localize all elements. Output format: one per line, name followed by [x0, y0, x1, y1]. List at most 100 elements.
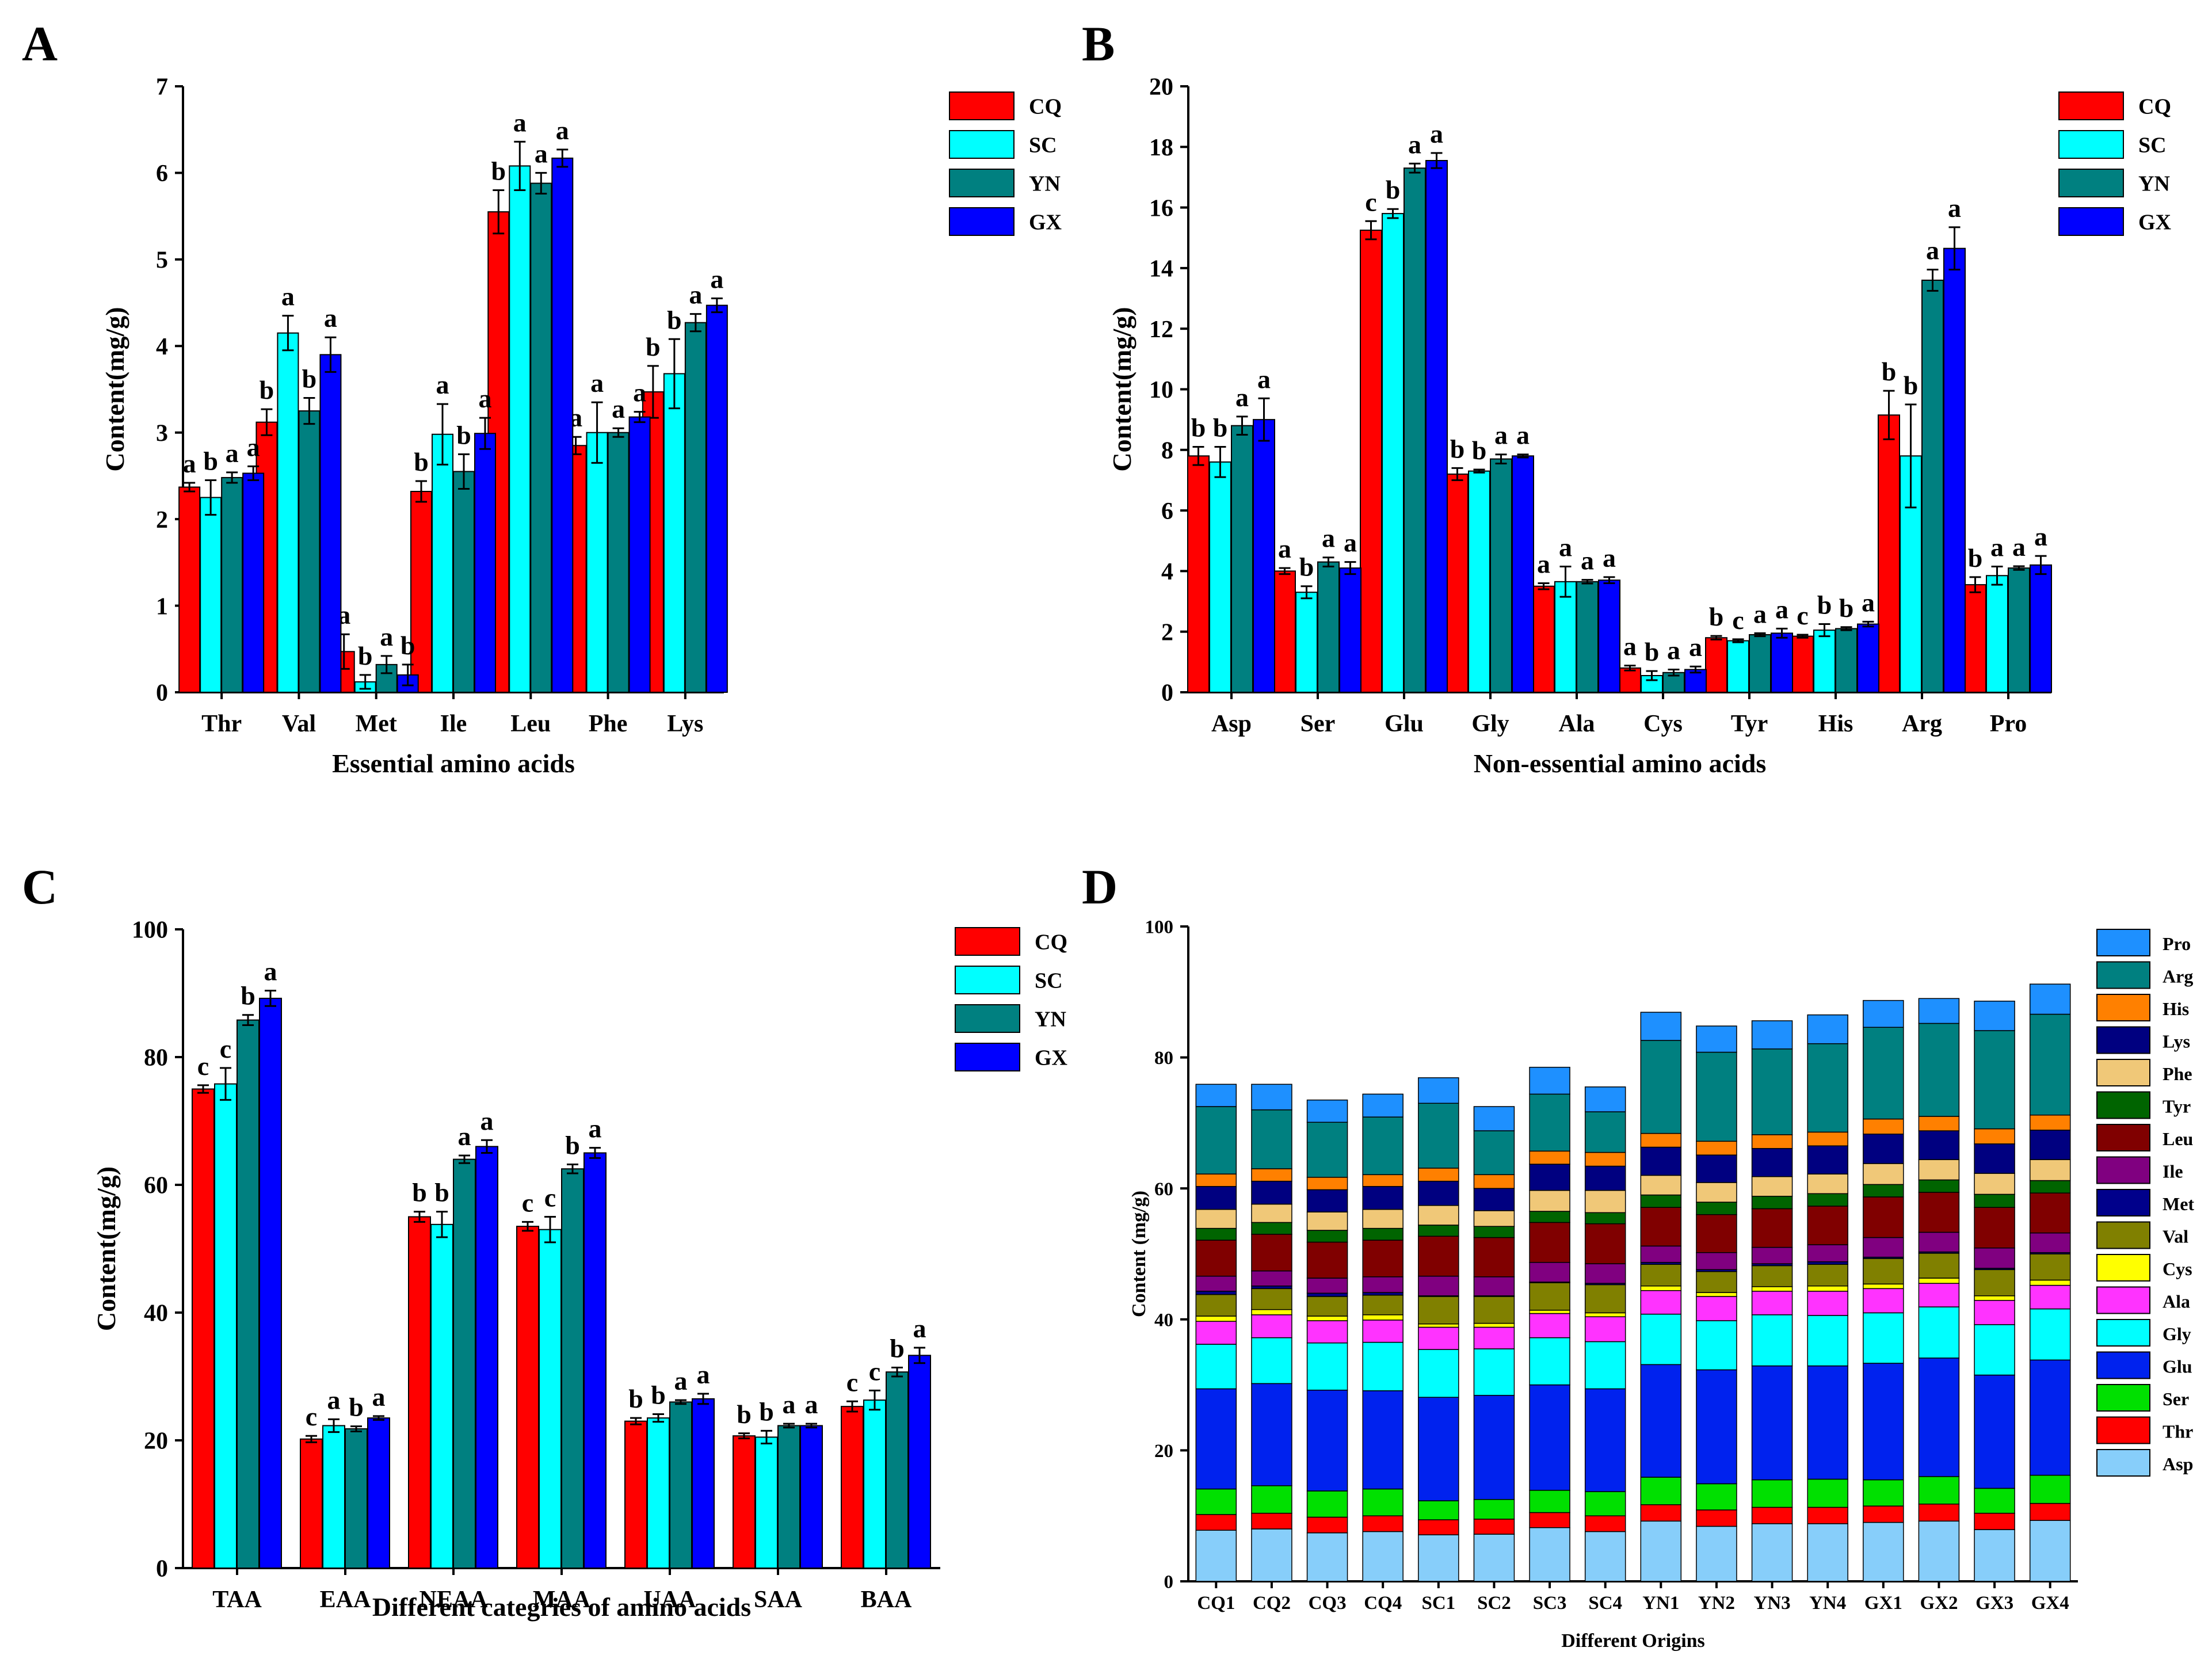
legend-swatch-gly [2096, 1319, 2150, 1347]
stack-segment-tyr [1473, 1226, 1515, 1238]
y-axis-title: Content(mg/g) [100, 307, 129, 471]
stack-segment-ala [1306, 1320, 1348, 1344]
stack-segment-thr [1974, 1512, 2015, 1530]
stack-segment-cys [1807, 1286, 1848, 1292]
stack-segment-leu [1751, 1208, 1793, 1248]
stack-segment-cys [1918, 1277, 1960, 1284]
significance-label: a [327, 1385, 341, 1414]
x-tick-label: Asp [1211, 711, 1252, 737]
significance-label: c [197, 1051, 209, 1081]
stack-segment-his [1251, 1168, 1292, 1182]
legend-swatch-his [2096, 994, 2150, 1021]
significance-label: a [1689, 632, 1702, 662]
stack-segment-thr [1362, 1515, 1404, 1532]
stack-segment-cys [1974, 1295, 2015, 1301]
stack-segment-asp [1251, 1528, 1292, 1582]
significance-label: a [479, 384, 492, 413]
significance-label: a [1344, 528, 1357, 558]
stack-segment-asp [1918, 1520, 1960, 1582]
x-tick-label: Lys [667, 711, 703, 737]
bar-cq [1878, 414, 1900, 693]
legend-swatch-sc [955, 966, 1020, 994]
legend-label-lys: Lys [2163, 1031, 2190, 1051]
stack-segment-ala [1473, 1326, 1515, 1349]
stack-segment-leu [1640, 1207, 1682, 1247]
stack-segment-ser [1473, 1499, 1515, 1520]
stack-segment-tyr [1362, 1227, 1404, 1241]
stack-segment-ala [1362, 1319, 1404, 1343]
stack-segment-cys [1863, 1283, 1904, 1290]
legend-swatch-cq [955, 927, 1020, 956]
y-tick-label: 5 [156, 247, 168, 274]
y-tick-label: 80 [1154, 1048, 1173, 1069]
significance-label: b [1904, 371, 1919, 400]
stack-segment-asp [2029, 1520, 2071, 1582]
significance-label: a [913, 1314, 926, 1343]
significance-label: a [247, 432, 260, 462]
x-tick-label: TAA [212, 1587, 262, 1613]
legend-swatch-gx [955, 1043, 1020, 1071]
y-axis-title: Content (mg/g) [1128, 1191, 1150, 1317]
stack-segment-ser [1362, 1488, 1404, 1516]
stack-segment-thr [1418, 1519, 1459, 1535]
stack-segment-asp [1584, 1531, 1626, 1582]
stack-segment-phe [1306, 1211, 1348, 1231]
stack-segment-ile [1974, 1248, 2015, 1269]
stack-segment-his [1751, 1134, 1793, 1149]
significance-label: a [324, 303, 337, 333]
y-axis-title: Content(mg/g) [1107, 307, 1136, 471]
stack-segment-his [1584, 1151, 1626, 1167]
stack-segment-ser [1696, 1483, 1737, 1511]
significance-label: b [203, 446, 218, 475]
stack-segment-ile [1195, 1275, 1237, 1292]
y-tick-label: 100 [1145, 917, 1174, 938]
legend-swatch-cys [2096, 1254, 2150, 1282]
significance-label: b [1817, 590, 1832, 620]
stack-segment-glu [1362, 1390, 1404, 1490]
stack-segment-leu [1195, 1240, 1237, 1277]
bar-cq [1964, 584, 1986, 693]
stack-segment-pro [1529, 1066, 1570, 1095]
stack-segment-arg [1251, 1109, 1292, 1169]
bar-yn [2008, 567, 2030, 693]
stack-segment-thr [1529, 1512, 1570, 1528]
panel-b: B 0 2 4 6 8 10 12 14 16 18 20 Asp Ser Glu Gly Ala Cys Tyr H… [1082, 16, 2171, 778]
stack-segment-arg [1584, 1111, 1626, 1153]
bar-yn [1576, 581, 1599, 693]
bar-cq [1532, 585, 1555, 693]
stack-segment-ser [1306, 1490, 1348, 1518]
stack-segment-ile [1807, 1244, 1848, 1263]
stack-segment-ala [1418, 1326, 1459, 1350]
bar-yn [886, 1371, 909, 1569]
stack-segment-thr [1251, 1512, 1292, 1530]
x-tick-label: EAA [320, 1587, 371, 1613]
stack-segment-ala [1251, 1314, 1292, 1338]
significance-label: a [1948, 193, 1961, 223]
significance-label: a [1623, 632, 1637, 661]
stack-segment-phe [1584, 1189, 1626, 1214]
stack-segment-tyr [1195, 1227, 1237, 1241]
stack-segment-leu [1529, 1222, 1570, 1263]
y-tick-label: 0 [1161, 680, 1173, 707]
stack-segment-lys [1640, 1146, 1682, 1176]
x-axis-title: Non-essential amino acids [1474, 749, 1767, 778]
stack-segment-ala [1974, 1300, 2015, 1325]
y-tick-label: 20 [1154, 1441, 1173, 1462]
stack-segment-glu [1473, 1395, 1515, 1500]
stack-segment-asp [1863, 1521, 1904, 1582]
stack-segment-ser [1863, 1479, 1904, 1507]
significance-label: b [1450, 434, 1465, 463]
stack-segment-gly [2029, 1308, 2071, 1361]
stack-segment-tyr [1251, 1222, 1292, 1235]
stack-segment-asp [1751, 1523, 1793, 1582]
stack-segment-ser [1251, 1485, 1292, 1514]
bar-yn [1317, 561, 1340, 693]
stack-segment-phe [1751, 1176, 1793, 1197]
stack-segment-lys [1918, 1130, 1960, 1160]
stack-segment-leu [1696, 1214, 1737, 1253]
stack-segment-ser [1751, 1479, 1793, 1508]
stack-segment-val [1918, 1253, 1960, 1279]
significance-label: a [1537, 549, 1550, 578]
legend-label-cq: CQ [1035, 930, 1067, 954]
